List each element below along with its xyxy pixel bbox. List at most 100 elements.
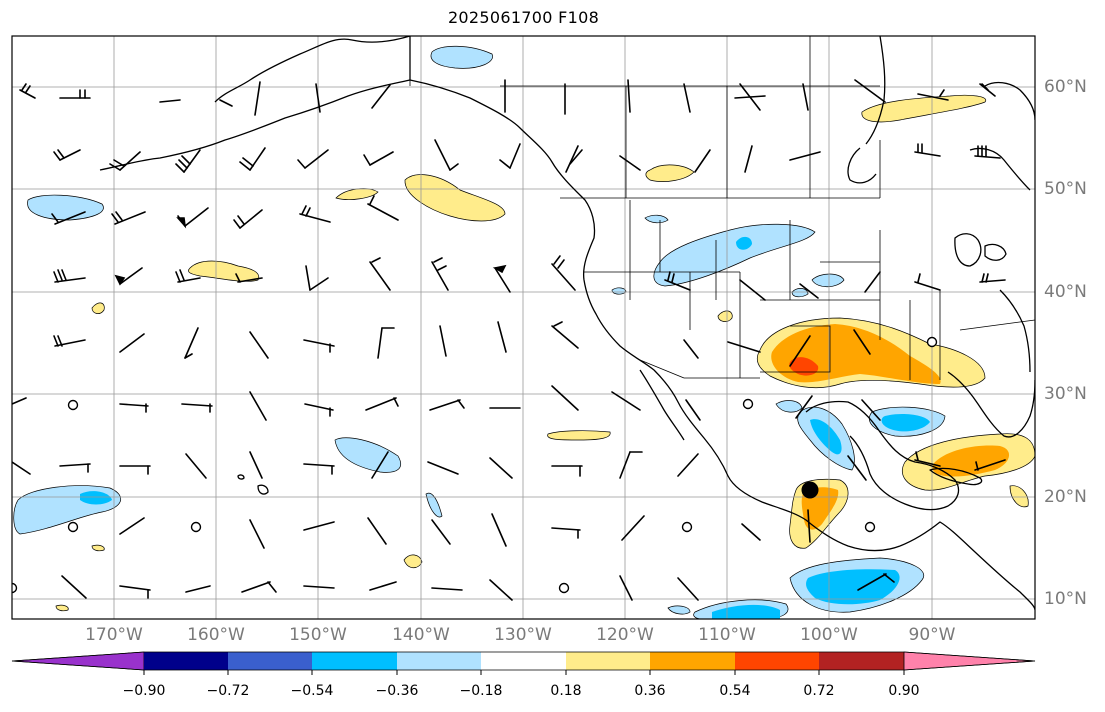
colorbar-label: 0.72: [803, 683, 835, 699]
wind-barb-icon: [377, 327, 395, 359]
calm-circles: [12, 336, 938, 594]
wind-barb-icon: [239, 147, 266, 171]
wind-barb-icon: [914, 143, 941, 157]
wind-barb-icon: [551, 385, 579, 411]
wind-barb-icon: [683, 83, 691, 113]
political-borders: [409, 36, 1035, 380]
wind-barb-icon: [677, 453, 699, 477]
wind-barb-icon: [184, 327, 199, 359]
wind-barb-icon: [53, 335, 86, 347]
wind-barb-icon: [241, 581, 277, 593]
wind-barb-icon: [59, 463, 91, 473]
colorbar-bin: [650, 652, 735, 670]
wind-barb-icon: [367, 517, 387, 545]
colorbar-label: 0.54: [719, 683, 751, 699]
colorbar-label: −0.36: [375, 683, 419, 699]
wind-barb-icon: [53, 149, 81, 161]
lat-label-30n: 30°N: [1044, 384, 1087, 404]
wind-barb-icon: [734, 83, 766, 111]
coastline-florida: [947, 371, 1035, 438]
wind-barb-icon: [114, 267, 143, 286]
wind-barb-icon: [303, 521, 335, 531]
wind-barb-icon: [611, 391, 641, 411]
pos-region-hudson: [861, 94, 987, 123]
wind-barb-icon: [254, 81, 261, 116]
wind-barb-icon: [297, 149, 329, 169]
wind-barb-icon: [627, 79, 631, 113]
pos-region-southwest-core: [789, 357, 819, 376]
wind-barb-icon: [551, 255, 576, 291]
pos-region-central-pac: [547, 430, 611, 441]
lat-label-50n: 50°N: [1044, 179, 1087, 199]
island-hawaii-2: [237, 474, 245, 480]
colorbar-bin: [481, 652, 566, 670]
lon-label-110w: 110°W: [698, 625, 756, 645]
wind-barb-icon: [677, 577, 699, 601]
lat-label-10n: 10°N: [1044, 589, 1087, 609]
wind-barb-icon: [249, 519, 265, 549]
colorbar-bin: [566, 652, 650, 670]
calm-circle-icon: [67, 521, 79, 533]
colorbar-extend-high: [903, 651, 1036, 671]
calm-circle-icon: [67, 399, 79, 411]
wind-barb-icon: [431, 257, 449, 291]
wind-barb-icon: [369, 581, 397, 591]
wind-barb-icon: [619, 451, 643, 479]
pos-region-gulf-alaska: [404, 174, 506, 222]
wind-barb-icon: [917, 89, 949, 101]
wind-barb-icon: [369, 257, 391, 291]
island-cuba: [929, 467, 983, 486]
lon-label-140w: 140°W: [392, 625, 450, 645]
neg-region-tiny: [667, 605, 691, 615]
neg-region-southpac-core: [712, 604, 780, 619]
wind-barb-icon: [19, 83, 36, 99]
neg-region-us-north: [653, 223, 816, 287]
wind-barb-icon: [235, 273, 263, 283]
coastline-baja: [639, 369, 685, 441]
wind-barb-icon: [551, 465, 583, 477]
wind-barb-icon: [864, 271, 881, 293]
wind-barb-icon: [565, 145, 583, 173]
neg-region-us-north-core: [736, 236, 752, 250]
wind-barb-icon: [664, 271, 691, 291]
wind-barb-icon: [119, 333, 145, 353]
wind-barb-icon: [53, 269, 86, 283]
wind-barb-icon: [914, 273, 941, 291]
wind-barb-icon: [439, 325, 447, 357]
calm-circle-icon: [558, 582, 570, 594]
coastline-alaska-west: [214, 36, 411, 103]
coastline-alaska-peninsula: [99, 79, 411, 171]
wind-barb-icon: [119, 403, 149, 413]
wind-barb-icon: [492, 264, 511, 293]
wind-barb-icon: [185, 585, 211, 593]
wind-barb-icon: [741, 523, 761, 541]
wind-barb-icon: [429, 399, 465, 411]
wind-barb-icon: [365, 397, 399, 411]
wind-barb-icon: [799, 283, 819, 299]
wind-barb-icon: [974, 459, 1006, 471]
wind-barb-icon: [109, 151, 141, 171]
wind-barb-icon: [619, 155, 641, 171]
colorbar-label: −0.90: [122, 683, 166, 699]
wind-barb-icon: [789, 151, 821, 161]
wind-barb-icon: [974, 145, 1001, 159]
calm-circle-icon: [742, 398, 754, 410]
colorbar: [11, 651, 1036, 675]
wind-barb-icon: [807, 509, 811, 543]
wind-barb-icon: [303, 585, 335, 589]
colorbar-label: −0.18: [459, 683, 503, 699]
wind-barb-icon: [367, 195, 399, 221]
lon-label-100w: 100°W: [800, 625, 858, 645]
wind-barb-icon: [299, 205, 331, 223]
wind-barb-icon: [371, 451, 389, 479]
colorbar-label: 0.18: [550, 683, 582, 699]
lon-label-130w: 130°W: [494, 625, 552, 645]
wind-barb-icon: [489, 457, 513, 479]
wind-barb-icon: [694, 149, 711, 173]
wind-barb-icon: [12, 397, 27, 405]
wind-barb-icon: [683, 339, 699, 359]
coastline-gulf-of-mexico: [805, 400, 960, 511]
figure-title: 2025061700 F108: [447, 8, 600, 27]
wind-barb-icon: [914, 451, 941, 467]
